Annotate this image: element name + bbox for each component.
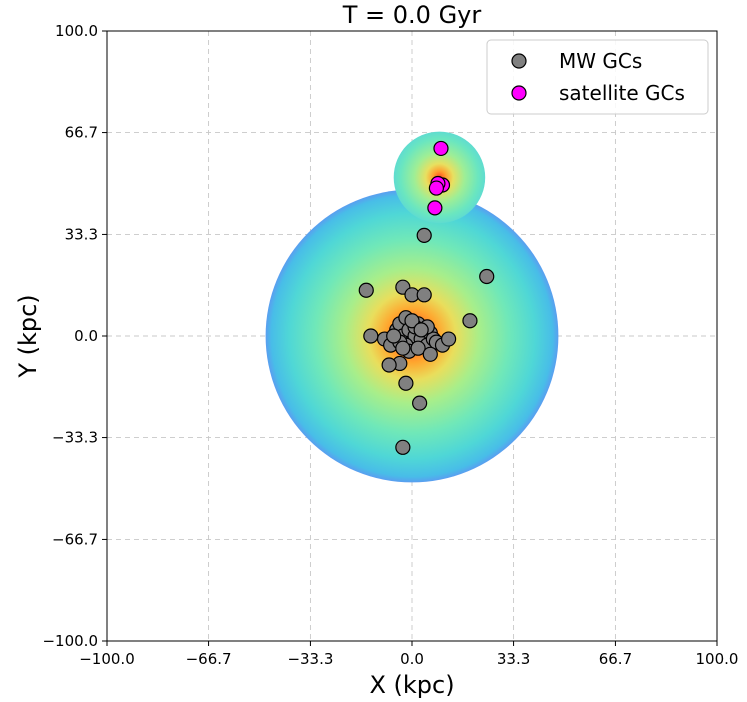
x-tick-label: −100.0	[79, 650, 135, 668]
mw-gc-point	[412, 395, 428, 411]
data-points	[358, 140, 495, 455]
satellite-gc-point	[428, 180, 444, 196]
satellite-gc-point	[433, 140, 449, 157]
legend-marker-satellite-gcs	[511, 85, 527, 101]
mw-gc-point	[358, 282, 374, 298]
gridlines	[107, 31, 717, 641]
y-axis-title: Y (kpc)	[14, 294, 42, 378]
x-tick-label: −33.3	[287, 650, 333, 668]
x-tick-label: 100.0	[696, 650, 739, 668]
mw-gc-point	[398, 375, 414, 391]
mw-gc-point	[381, 357, 397, 373]
legend-box	[486, 39, 709, 115]
legend-label-satellite-gcs: satellite GCs	[559, 81, 685, 105]
mw-gc-point	[413, 322, 429, 338]
x-tick-label: −66.7	[186, 650, 232, 668]
y-tick-label: 0.0	[74, 327, 98, 345]
legend-label-mw-gcs: MW GCs	[559, 49, 642, 73]
y-tick-label: 66.7	[65, 124, 98, 142]
mw-gc-point	[441, 331, 457, 347]
mw-gc-point	[395, 439, 411, 455]
x-tick-label: 66.7	[599, 650, 632, 668]
mw-gc-point	[410, 340, 426, 356]
y-tick-label: −100.0	[42, 632, 98, 650]
chart-title: T = 0.0 Gyr	[342, 1, 482, 29]
y-tick-label: 100.0	[55, 22, 98, 40]
satellite-gc-point	[427, 200, 443, 216]
mw-gc-point	[386, 328, 402, 344]
x-axis-title: X (kpc)	[369, 671, 454, 699]
x-tick-label: 33.3	[497, 650, 530, 668]
mw-gc-point	[479, 268, 495, 285]
mw-gc-point	[395, 340, 411, 356]
mw-gc-point	[363, 328, 379, 344]
mw-gc-point	[422, 346, 438, 362]
y-tick-label: −66.7	[52, 530, 98, 548]
mw-gc-point	[416, 227, 432, 243]
legend: MW GCs satellite GCs	[486, 39, 709, 115]
y-tick-label: 33.3	[65, 225, 98, 243]
mw-gc-point	[416, 287, 432, 303]
y-tick-label: −33.3	[52, 429, 98, 447]
mw-gc-point	[404, 313, 420, 329]
axis-ticks: −100.0 −66.7 −33.3 0.0 33.3 66.7 100.0 −100.0 −6…	[42, 22, 738, 668]
x-tick-label: 0.0	[400, 650, 424, 668]
mw-gc-point	[462, 313, 478, 329]
legend-marker-mw-gcs	[511, 53, 527, 69]
